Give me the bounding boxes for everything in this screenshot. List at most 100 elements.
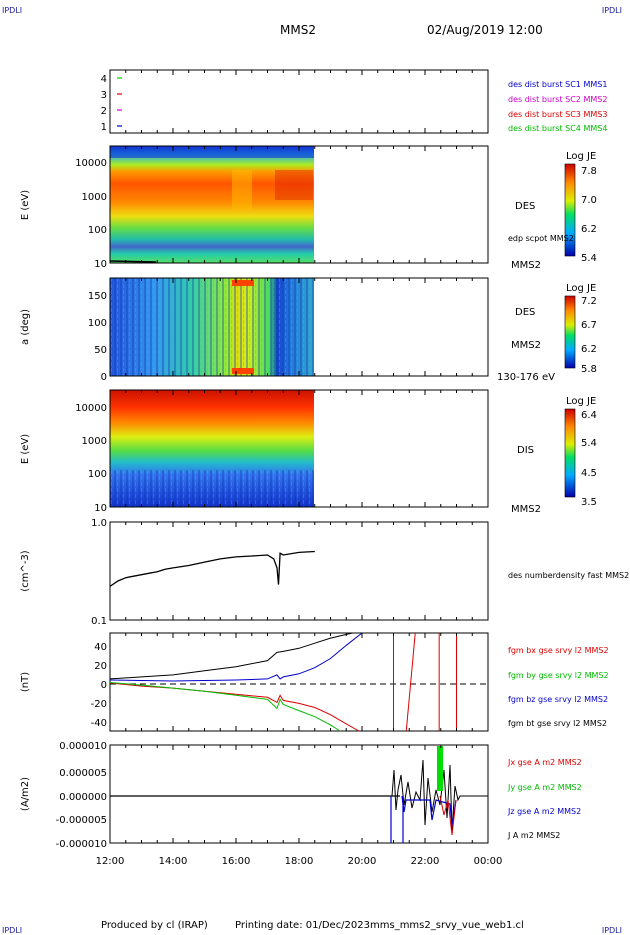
xtick-0000: 00:00	[474, 856, 503, 867]
legend-bx: fgm bx gse srvy l2 MMS2	[508, 646, 609, 655]
footer-printing-date: Printing date: 01/Dec/2023	[235, 920, 371, 931]
pitch-sc-label: MMS2	[511, 340, 541, 351]
cb3-tick-3: 6.4	[581, 410, 597, 421]
current-ytick-m5: -0.000005	[56, 815, 107, 826]
current-ytick-m10: -0.000010	[56, 839, 107, 850]
pitch-ylabel: a (deg)	[20, 309, 31, 345]
des-energy-ytick-10: 10	[94, 259, 107, 270]
legend-burst-sc1: des dist burst SC1 MMS1	[508, 80, 607, 89]
bfield-ytick-40: 40	[94, 642, 107, 653]
legend-burst-sc4: des dist burst SC4 MMS4	[508, 124, 607, 133]
bfield-series-line-1	[109, 682, 341, 732]
corner-label-top-right: IPDLI	[601, 6, 622, 15]
bfield-ylabel: (nT)	[20, 672, 31, 692]
pitch-ytick-0: 0	[101, 372, 107, 383]
x-tick-labels: 12:00 14:00 16:00 18:00 20:00 22:00 00:0…	[96, 856, 503, 867]
xtick-1600: 16:00	[222, 856, 251, 867]
bfield-ytick-m40: -40	[91, 718, 107, 729]
pitch-ytick-100: 100	[88, 318, 107, 329]
pitch-ytick-50: 50	[94, 345, 107, 356]
burst-ytick-2: 2	[101, 106, 107, 117]
dis-energy-ytick-100: 100	[88, 469, 107, 480]
spacecraft-title: MMS2	[280, 23, 316, 37]
burst-ytick-4: 4	[101, 74, 107, 85]
pitch-angle-panel	[109, 277, 489, 377]
des-energy-label: DES	[515, 201, 535, 212]
cb3-tick-2: 5.4	[581, 438, 597, 449]
des-energy-ytick-1000: 1000	[82, 192, 107, 203]
colorbar-des-energy	[564, 163, 576, 257]
bfield-series-line-3	[109, 632, 353, 680]
cb2-tick-2: 6.7	[581, 320, 597, 331]
corner-label-bottom-right: IPDLI	[601, 926, 622, 935]
des-energy-ytick-100: 100	[88, 225, 107, 236]
xtick-2000: 20:00	[348, 856, 377, 867]
dis-energy-ylabel: E (eV)	[20, 434, 31, 464]
xtick-1400: 14:00	[159, 856, 188, 867]
des-energy-sc-label: MMS2	[511, 260, 541, 271]
corner-label-top-left: IPDLI	[2, 6, 23, 15]
y-tick-labels: 1 2 3 4 10 100 1000 10000 0 50 100 150 1…	[56, 74, 107, 850]
dis-energy-label: DIS	[517, 445, 534, 456]
scpot-label: edp scpot MMS2	[508, 234, 574, 243]
datetime-title: 02/Aug/2019 12:00	[427, 23, 543, 37]
cb1-title: Log JE	[566, 151, 596, 162]
density-panel	[109, 521, 489, 621]
corner-label-bottom-left: IPDLI	[2, 926, 23, 935]
legend-burst-sc2: des dist burst SC2 MMS2	[508, 95, 607, 104]
dis-energy-sc-label: MMS2	[511, 504, 541, 515]
cb2-tick-3: 7.2	[581, 296, 597, 307]
current-panel	[109, 744, 489, 844]
density-legend: des numberdensity fast MMS2	[508, 571, 629, 580]
y-axis-titles: E (eV) a (deg) E (eV) (cm^-3) (nT) (A/m2…	[20, 190, 31, 811]
legend-burst-sc3: des dist burst SC3 MMS3	[508, 110, 607, 119]
des-energy-ytick-10000: 10000	[75, 158, 107, 169]
colorbar-labels: Log JE 5.4 6.2 7.0 7.8 Log JE 5.8 6.2 6.…	[566, 151, 597, 508]
bfield-series-line-2	[109, 632, 363, 682]
cb1-tick-1: 6.2	[581, 224, 597, 235]
burst-legend: des dist burst SC1 MMS1 des dist burst S…	[508, 80, 607, 133]
density-series-line	[109, 550, 315, 587]
legend-j: J A m2 MMS2	[507, 831, 560, 840]
legend-bt: fgm bt gse srvy l2 MMS2	[508, 719, 607, 728]
panel-side-labels: DES edp scpot MMS2 MMS2 DES MMS2 130-176…	[497, 201, 629, 840]
footer-produced-by: Produced by cl (IRAP)	[101, 920, 208, 931]
pitch-label: DES	[515, 307, 535, 318]
cb2-tick-1: 6.2	[581, 344, 597, 355]
dis-energy-panel	[109, 389, 489, 508]
legend-jy: Jy gse A m2 MMS2	[507, 783, 582, 792]
bfield-red-spike	[405, 632, 416, 732]
cb3-title: Log JE	[566, 396, 596, 407]
cb1-tick-2: 7.0	[581, 195, 597, 206]
footer-filename: mms_mms2_srvy_vue_web1.cl	[370, 920, 524, 931]
dis-energy-ytick-10: 10	[94, 503, 107, 514]
dis-energy-ytick-1000: 1000	[82, 436, 107, 447]
cb3-tick-0: 3.5	[581, 497, 597, 508]
xtick-1200: 12:00	[96, 856, 125, 867]
xtick-1800: 18:00	[285, 856, 314, 867]
current-ytick-10: 0.000010	[59, 741, 107, 752]
colorbar-dis-energy	[564, 408, 576, 498]
legend-jx: Jx gse A m2 MMS2	[507, 758, 582, 767]
bfield-ytick-m20: -20	[91, 699, 107, 710]
xtick-2200: 22:00	[411, 856, 440, 867]
density-ytick-1.0: 1.0	[91, 518, 107, 529]
density-ylabel: (cm^-3)	[20, 550, 31, 591]
burst-ytick-3: 3	[101, 90, 107, 101]
des-energy-panel	[109, 145, 489, 264]
current-ytick-0: 0.000000	[59, 792, 107, 803]
bfield-ytick-0: 0	[101, 680, 107, 691]
cb3-tick-1: 4.5	[581, 468, 597, 479]
cb1-tick-3: 7.8	[581, 166, 597, 177]
bfield-ytick-20: 20	[94, 661, 107, 672]
cb2-tick-0: 5.8	[581, 364, 597, 375]
cb2-title: Log JE	[566, 283, 596, 294]
des-energy-ylabel: E (eV)	[20, 190, 31, 220]
pitch-energy-label: 130-176 eV	[497, 372, 555, 383]
des-energy-spectrogram	[110, 146, 314, 263]
density-ytick-0.1: 0.1	[91, 616, 107, 627]
burst-ytick-1: 1	[101, 122, 107, 133]
pitch-ytick-150: 150	[88, 291, 107, 302]
legend-jz: Jz gse A m2 MMS2	[507, 807, 581, 816]
